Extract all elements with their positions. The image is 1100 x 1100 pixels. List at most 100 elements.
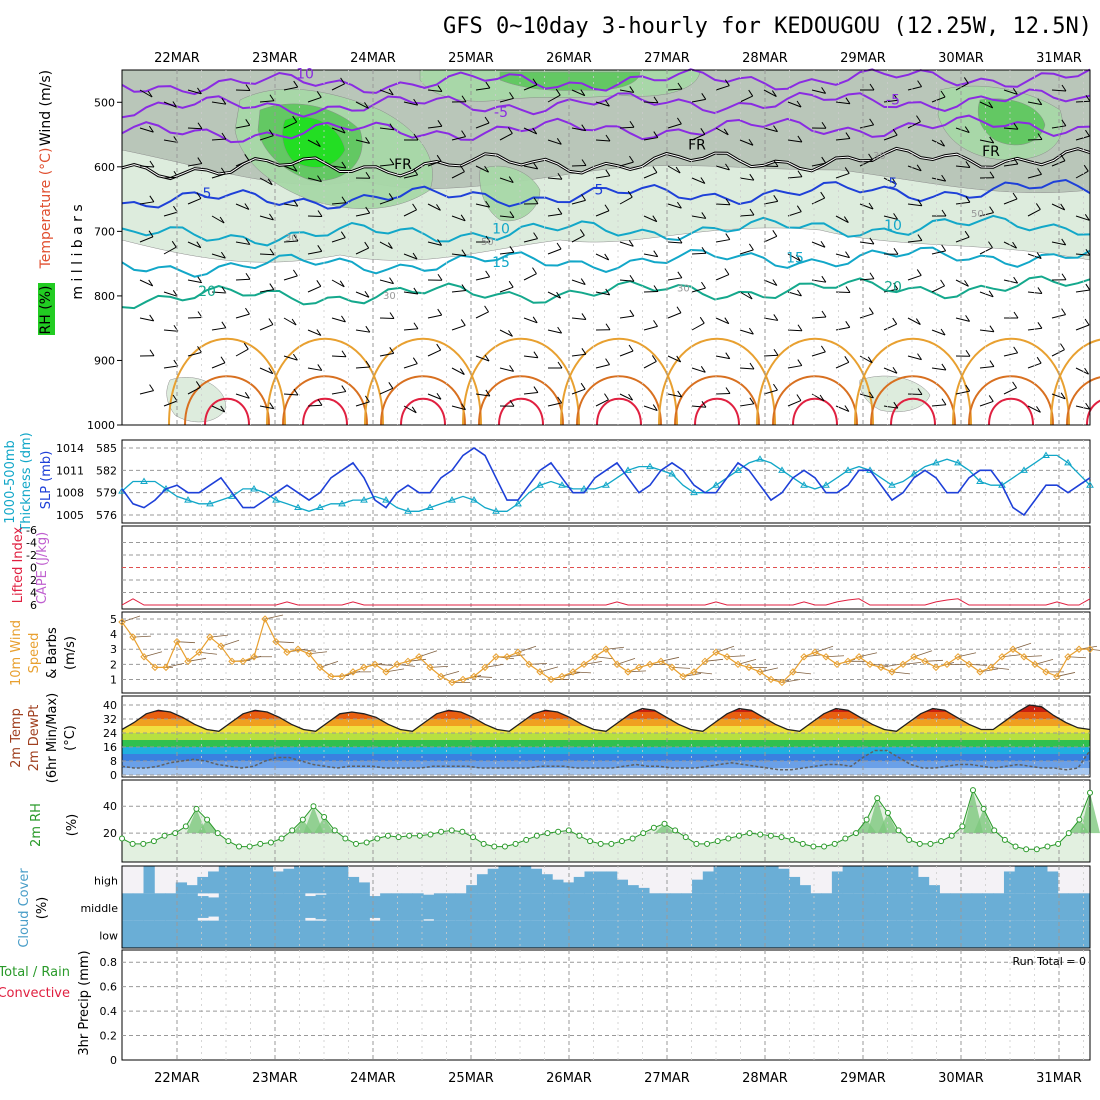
bottom-date-label: 25MAR (448, 1071, 494, 1086)
boundary-layer-contour (870, 375, 956, 426)
rh2m-marker (916, 840, 923, 847)
temp-tick-label: 0 (110, 769, 117, 782)
cloud-bar-high (272, 871, 284, 894)
wind-speed-marker (679, 672, 687, 681)
bottom-date-label: 27MAR (644, 1071, 690, 1086)
wind-speed-marker (932, 663, 940, 672)
wind-barb-feather (844, 167, 850, 174)
rh2m-marker (714, 838, 721, 845)
cloud-bar-high (530, 868, 542, 894)
thickness-marker (888, 481, 896, 488)
cloud-bar-middle (390, 893, 403, 921)
wind-barb-feather (652, 404, 658, 411)
cloud-row-label: high (94, 875, 118, 888)
wind-barb (859, 241, 874, 245)
cloud-bar-low (917, 920, 930, 948)
wind-barb-feather (748, 89, 754, 97)
wind-barb (187, 127, 203, 130)
li-tick-label: 2 (30, 574, 37, 587)
wind-barb (283, 240, 299, 243)
wind-barb-feather (941, 209, 947, 217)
wind-barb (1012, 642, 1032, 650)
wind-barb-feather (653, 320, 658, 327)
wind-barb (235, 278, 251, 281)
cloud-row-label: low (99, 929, 118, 942)
rh2m-peak (962, 790, 983, 834)
wind-barb-feather (1037, 133, 1043, 140)
slp-line (121, 447, 1091, 517)
wind-barb-feather (963, 77, 969, 84)
wind-barb-feather (917, 234, 923, 241)
wind-barb (979, 139, 994, 144)
wind-barb (763, 389, 778, 395)
wind-barb-feather (843, 216, 849, 223)
cloud-bar-low (702, 920, 715, 948)
cloud-bar-high (487, 868, 499, 894)
wind-barb (715, 239, 730, 243)
cloud-bar-low (358, 920, 370, 948)
wind-barb (691, 367, 706, 373)
wind-barb (715, 85, 730, 91)
wind-barb (259, 135, 274, 141)
boundary-layer-contour (1086, 399, 1100, 426)
temp-band (122, 740, 1090, 747)
panel-frame (121, 779, 1091, 863)
cloud-bar-low (616, 920, 629, 948)
top-date-label: 30MAR (938, 51, 984, 66)
wind-barb (1051, 393, 1066, 400)
wind-barb-feather (701, 93, 707, 100)
wind-barb-feather (1085, 283, 1091, 291)
wind-barb (211, 327, 226, 331)
wind-barb-feather (196, 241, 202, 248)
rh-shading (977, 98, 1046, 146)
precip-label-b: Convective (0, 986, 70, 1001)
wind-barb (571, 127, 586, 132)
wind-barb (475, 393, 490, 397)
rh2m-marker (863, 816, 870, 823)
rh2m-peak (973, 808, 994, 834)
cloud-bar-low (552, 920, 564, 948)
wind-barb (307, 367, 322, 371)
wind-barb-feather (268, 318, 274, 325)
y-tick-label: 800 (94, 290, 115, 303)
wind-barb (691, 287, 706, 293)
rh2m-peak (314, 816, 335, 834)
rh2m-marker (363, 839, 370, 846)
cloud-bar-middle (616, 893, 629, 921)
wind-barb (739, 249, 754, 255)
wind-barb (403, 328, 418, 331)
wind-barb-feather (916, 164, 922, 172)
rh2m-marker (555, 828, 562, 835)
wind-barb-feather (604, 204, 610, 212)
wind-barb-feather (1084, 318, 1090, 326)
wind-barb-feather (365, 206, 371, 214)
rh2m-marker (278, 835, 285, 842)
rh2m-marker (129, 840, 136, 847)
bottom-date-labels: 22MAR 23MAR 24MAR 25MAR 26MAR 27MAR 28MAR 29MAR… (154, 1071, 1082, 1086)
cloud-bar-low (466, 920, 478, 948)
thickness-marker (844, 466, 852, 473)
wind-barb-feather (244, 203, 250, 210)
wind-speed-marker (646, 660, 654, 669)
cloud-bar-low (412, 920, 424, 948)
wind-barb (763, 235, 777, 243)
wind-barb (547, 213, 562, 217)
top-date-label: 27MAR (644, 51, 690, 66)
wind-barb (451, 215, 466, 222)
rh2m-marker (1065, 830, 1072, 837)
cloud-bar-middle (326, 893, 338, 921)
wind-barb-feather (413, 287, 419, 295)
wind-barb-feather (845, 286, 851, 293)
wind-barb (163, 365, 178, 369)
wind-barb (691, 252, 707, 255)
wind-barb-feather (892, 317, 898, 325)
temp-tick-label: 8 (110, 755, 117, 768)
slp-tick-label: 1005 (56, 509, 84, 522)
wind-barb-feather (989, 171, 995, 179)
wind-barb-feather (988, 241, 993, 248)
wind-barb-feather (724, 79, 730, 86)
thickness-marker (1064, 458, 1072, 466)
cloud-bar-low (853, 920, 865, 948)
rh-shading (859, 375, 931, 413)
wind-barb-feather (628, 393, 633, 401)
